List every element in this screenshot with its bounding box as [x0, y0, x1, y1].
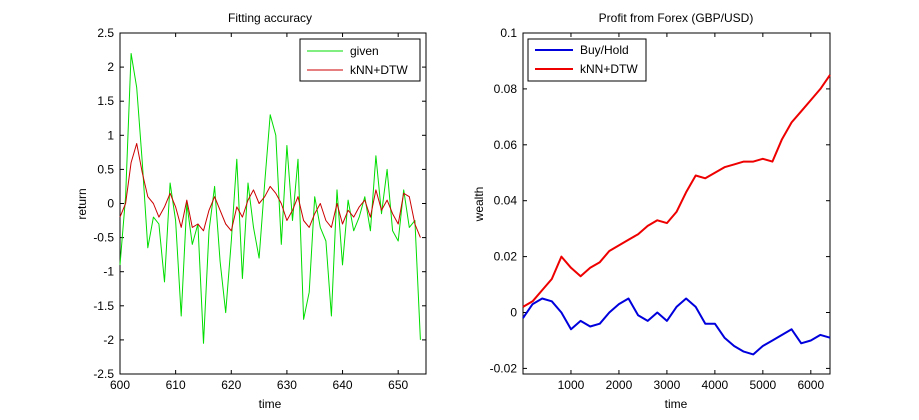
plot-area [119, 32, 427, 375]
y-tick-label: -2.5 [93, 367, 114, 381]
y-tick-label: -2 [103, 333, 114, 347]
x-tick-label: 2000 [606, 378, 633, 392]
x-tick-label: 4000 [702, 378, 729, 392]
x-tick-label: 5000 [749, 378, 776, 392]
y-tick-label: 0.1 [500, 26, 517, 40]
chart-fitting-accuracy: Fitting accuracy time return 600 610 620 63… [75, 11, 427, 411]
series-line-knn-dtw [119, 143, 421, 238]
y-tick-label: 0.04 [494, 194, 518, 208]
x-tick-label: 610 [166, 378, 186, 392]
y-tick-label: 2 [107, 60, 114, 74]
y-tick-label: 0 [510, 306, 517, 320]
y-tick-label: 0.06 [494, 138, 518, 152]
x-tick-label: 640 [333, 378, 353, 392]
series-group [119, 53, 421, 344]
series-group [522, 74, 831, 356]
legend-label-buy-hold: Buy/Hold [580, 43, 629, 57]
y-tick-label: -1.5 [93, 299, 114, 313]
legend: Buy/Hold kNN+DTW [527, 38, 647, 82]
x-tick-label: 620 [221, 378, 241, 392]
legend: given kNN+DTW [299, 38, 421, 82]
x-tick-label: 650 [388, 378, 408, 392]
tick-group: 600 610 620 630 640 650 -2.5 -2 -1.5 -1 -0.5 0 0.5 1 1… [93, 26, 426, 392]
legend-label-knn-dtw: kNN+DTW [580, 62, 638, 76]
tick-group: 1000 2000 3000 4000 5000 6000 -0.02 0 0.02 0.04 0.… [490, 26, 830, 392]
plot-area [522, 32, 831, 375]
x-tick-label: 600 [110, 378, 130, 392]
legend-label-knn-dtw: kNN+DTW [350, 63, 408, 77]
y-tick-label: 1 [107, 128, 114, 142]
y-tick-label: -0.02 [490, 361, 518, 375]
legend-label-given: given [350, 44, 379, 58]
y-tick-label: 0 [107, 197, 114, 211]
series-line-given [119, 53, 421, 344]
y-tick-label: -1 [103, 265, 114, 279]
series-line-buy-hold [522, 297, 831, 356]
legend-box [299, 38, 421, 82]
y-tick-label: 0.08 [494, 82, 518, 96]
x-axis-label: time [259, 397, 282, 411]
series-line-knn-dtw [522, 74, 831, 308]
y-tick-label: 0.02 [494, 250, 518, 264]
y-axis-label: return [75, 188, 89, 219]
y-tick-label: 1.5 [97, 94, 114, 108]
legend-box [527, 38, 647, 82]
y-tick-label: 0.5 [97, 162, 114, 176]
chart-title: Fitting accuracy [228, 11, 312, 25]
x-tick-label: 6000 [797, 378, 824, 392]
y-axis-label: wealth [472, 187, 486, 223]
chart-profit-from-forex: Profit from Forex (GBP/USD) time wealth … [472, 11, 831, 411]
y-tick-label: -0.5 [93, 231, 114, 245]
y-tick-label: 2.5 [97, 26, 114, 40]
chart-title: Profit from Forex (GBP/USD) [599, 11, 754, 25]
x-axis-label: time [665, 397, 688, 411]
x-tick-label: 630 [277, 378, 297, 392]
x-tick-label: 3000 [654, 378, 681, 392]
x-tick-label: 1000 [558, 378, 585, 392]
